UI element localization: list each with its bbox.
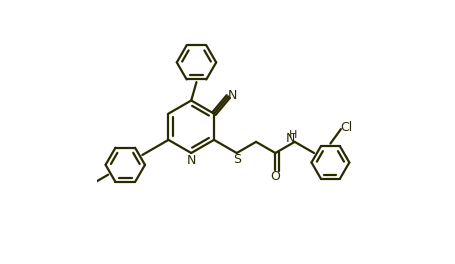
- Text: N: N: [228, 89, 237, 102]
- Text: O: O: [269, 170, 279, 183]
- Text: N: N: [285, 132, 294, 145]
- Text: N: N: [186, 154, 196, 167]
- Text: S: S: [233, 153, 241, 166]
- Text: Cl: Cl: [339, 121, 352, 134]
- Text: H: H: [288, 130, 297, 140]
